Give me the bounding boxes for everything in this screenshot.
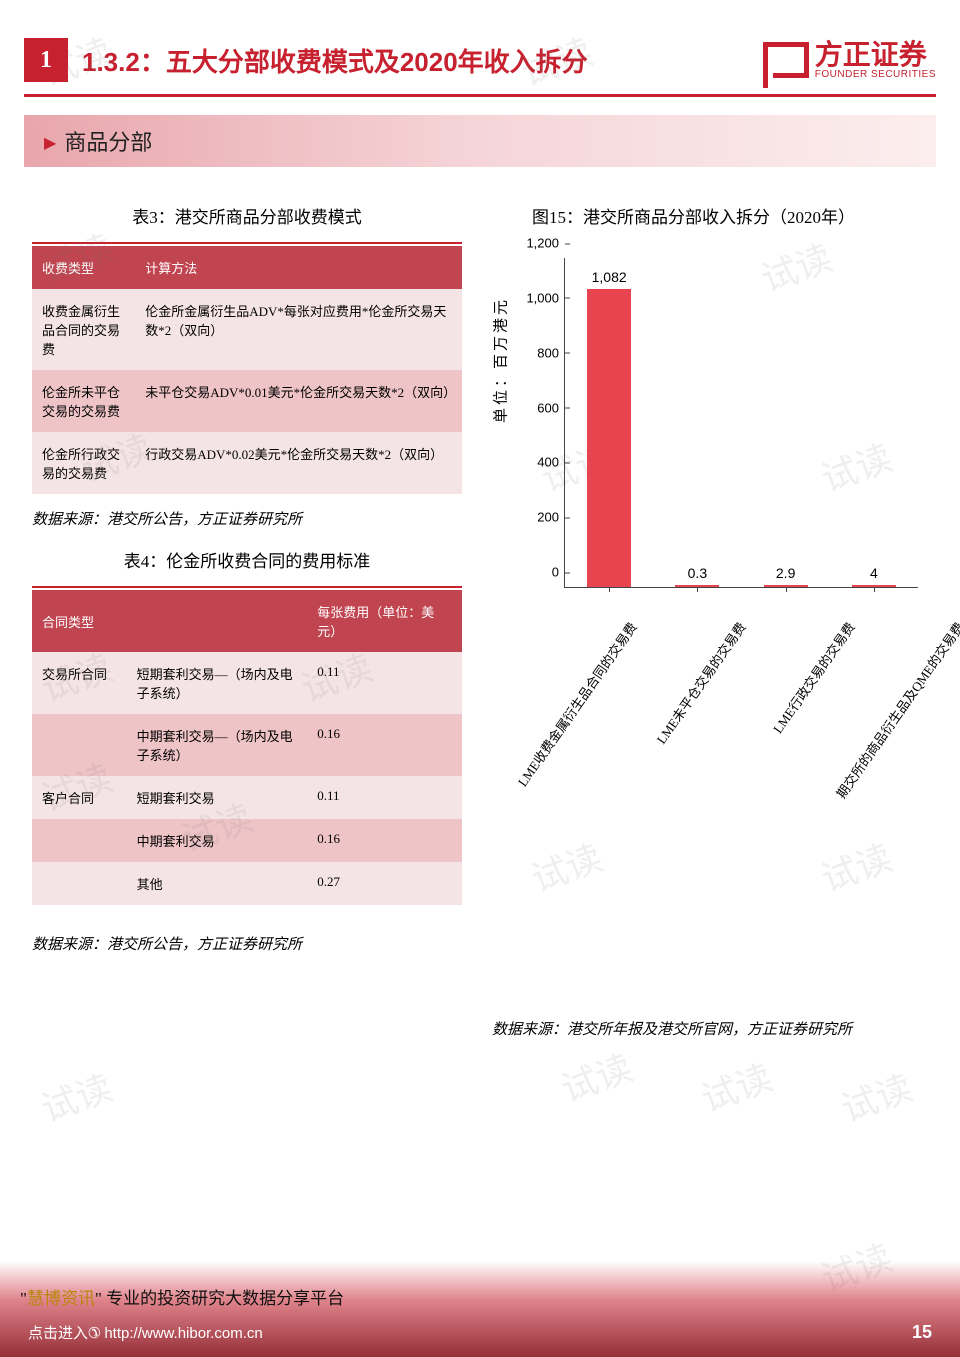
page-number: 15 [912, 1322, 932, 1343]
right-column: 图15：港交所商品分部收入拆分（2020年） 单位：百万港元 0 200 400 60… [492, 197, 928, 1057]
table3-cell: 伦金所行政交易的交易费 [32, 432, 135, 494]
footer-brand: 慧博资讯 [27, 1289, 95, 1308]
chart-plot-area: 02004006008001,0001,2001,0820.32.94 [564, 258, 918, 588]
chart-bar-label: 1,082 [592, 269, 627, 289]
table4-cell: 中期套利交易 [127, 819, 308, 862]
table4-source: 数据来源：港交所公告，方正证券研究所 [32, 933, 462, 954]
chart-ytick: 200 [537, 510, 565, 525]
chart-xlabel: 期交所的商品衍生品及QME的交易费 [831, 618, 960, 802]
left-column: 表3：港交所商品分部收费模式 收费类型 计算方法 收费金属衍生品合同的交易费 伦… [32, 197, 462, 972]
page-title: 1.3.2：五大分部收费模式及2020年收入拆分 [82, 42, 759, 79]
slide-page: 试读 试读 试读 试读 试读 试读 试读 试读 试读 试读 试读 试读 试读 试… [0, 0, 960, 1357]
brand-logo: 方正证券 FOUNDER SECURITIES [773, 41, 936, 80]
table4-cell: 客户合同 [32, 776, 127, 819]
section-number-badge: 1 [24, 38, 68, 82]
chart-caption: 图15：港交所商品分部收入拆分（2020年） [492, 203, 928, 228]
table3-cell: 未平仓交易ADV*0.01美元*伦金所交易天数*2（双向） [135, 370, 462, 432]
table4: 合同类型 每张费用（单位：美元） 交易所合同 短期套利交易—（场内及电子系统） … [32, 590, 462, 905]
logo-text-en: FOUNDER SECURITIES [815, 69, 936, 80]
revenue-breakdown-chart: 单位：百万港元 02004006008001,0001,2001,0820.32… [492, 258, 928, 898]
logo-text-cn: 方正证券 [815, 41, 936, 69]
table4-cell: 0.16 [307, 819, 462, 862]
table4-cell: 0.27 [307, 862, 462, 905]
logo-icon [773, 42, 809, 78]
watermark: 试读 [693, 1049, 778, 1122]
section-banner: 商品分部 [24, 115, 936, 167]
table3-source: 数据来源：港交所公告，方正证券研究所 [32, 508, 462, 529]
table4-cell: 短期套利交易 [127, 776, 308, 819]
table3-cell: 伦金所未平仓交易的交易费 [32, 370, 135, 432]
chart-bar-label: 2.9 [776, 565, 795, 585]
table3: 收费类型 计算方法 收费金属衍生品合同的交易费 伦金所金属衍生品ADV*每张对应… [32, 246, 462, 494]
table3-cell: 伦金所金属衍生品ADV*每张对应费用*伦金所交易天数*2（双向） [135, 289, 462, 370]
footer-tagline: " 专业的投资研究大数据分享平台 [95, 1289, 344, 1308]
table4-th [127, 590, 308, 652]
footer-url: http://www.hibor.com.cn [104, 1325, 262, 1342]
table3-th: 计算方法 [135, 246, 462, 289]
table4-caption: 表4：伦金所收费合同的费用标准 [32, 547, 462, 572]
chart-ylabel: 单位：百万港元 [490, 297, 511, 423]
footer-link[interactable]: 点击进入✆ http://www.hibor.com.cn [28, 1322, 263, 1343]
table4-th: 每张费用（单位：美元） [307, 590, 462, 652]
chart-ytick: 600 [537, 400, 565, 415]
header-rule [24, 94, 936, 97]
chart-xlabel: LME收费金属衍生品合同的交易费 [512, 618, 640, 790]
footer-quote: " [20, 1289, 27, 1308]
table4-cell [32, 819, 127, 862]
table3-top-rule [32, 242, 462, 244]
table3-cell: 行政交易ADV*0.02美元*伦金所交易天数*2（双向） [135, 432, 462, 494]
chart-source: 数据来源：港交所年报及港交所官网，方正证券研究所 [492, 1018, 928, 1039]
footer-link-text: 点击进入 [28, 1326, 88, 1342]
chart-bar-label: 0.3 [688, 565, 707, 585]
table4-cell: 0.11 [307, 776, 462, 819]
table4-cell: 短期套利交易—（场内及电子系统） [127, 652, 308, 714]
table4-cell: 中期套利交易—（场内及电子系统） [127, 714, 308, 776]
table4-cell: 0.11 [307, 652, 462, 714]
chart-ytick: 800 [537, 345, 565, 360]
footer-overlay-text: "慧博资讯" 专业的投资研究大数据分享平台 [20, 1284, 344, 1309]
table4-cell [32, 862, 127, 905]
table3-caption: 表3：港交所商品分部收费模式 [32, 203, 462, 228]
chart-ytick: 1,200 [526, 236, 565, 251]
table4-cell: 交易所合同 [32, 652, 127, 714]
chart-ytick: 1,000 [526, 290, 565, 305]
watermark: 试读 [33, 1059, 118, 1132]
table3-th: 收费类型 [32, 246, 135, 289]
section-banner-text: 商品分部 [44, 125, 916, 157]
table4-cell: 其他 [127, 862, 308, 905]
watermark: 试读 [833, 1059, 918, 1132]
content-columns: 表3：港交所商品分部收费模式 收费类型 计算方法 收费金属衍生品合同的交易费 伦… [24, 197, 936, 1057]
table4-cell [32, 714, 127, 776]
chart-bar-label: 4 [870, 565, 878, 585]
table4-th: 合同类型 [32, 590, 127, 652]
table4-cell: 0.16 [307, 714, 462, 776]
chart-ytick: 0 [552, 565, 565, 580]
chart-ytick: 400 [537, 455, 565, 470]
table3-cell: 收费金属衍生品合同的交易费 [32, 289, 135, 370]
table4-top-rule [32, 586, 462, 588]
chart-xlabel: LME行政交易的交易费 [767, 618, 858, 737]
chart-xlabel: LME未平仓交易的交易费 [651, 618, 749, 747]
page-header: 1 1.3.2：五大分部收费模式及2020年收入拆分 方正证券 FOUNDER … [24, 38, 936, 82]
cursor-icon: ✆ [88, 1324, 101, 1343]
chart-bar: 1,082 [587, 289, 631, 587]
